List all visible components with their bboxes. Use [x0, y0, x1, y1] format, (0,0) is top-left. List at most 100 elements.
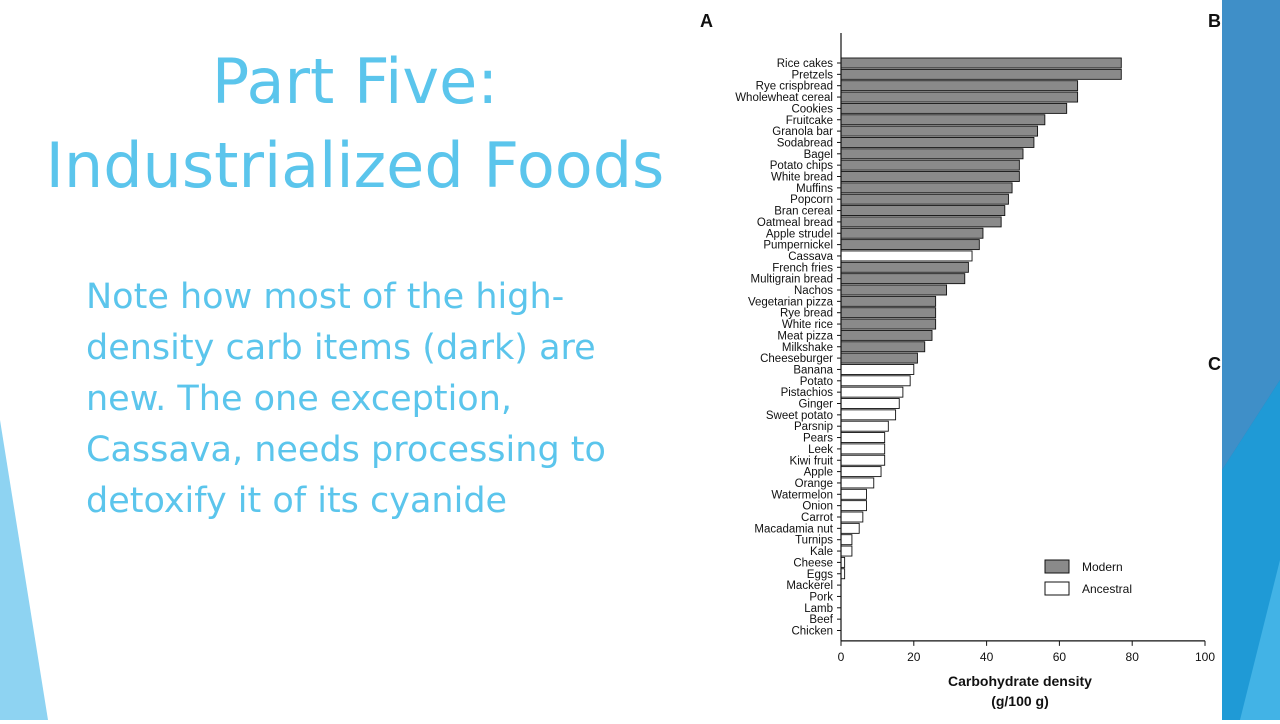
x-tick-label: 100 — [1195, 650, 1215, 664]
category-label: Banana — [793, 364, 833, 376]
category-label: Cheese — [793, 557, 833, 569]
bar-cheeseburger — [840, 352, 918, 364]
category-label: Apple strudel — [766, 228, 833, 240]
bar-granola-bar — [840, 125, 1039, 137]
category-label: Kiwi fruit — [790, 455, 834, 467]
bar-potato — [840, 375, 911, 387]
x-tick-label: 0 — [838, 650, 845, 664]
bar-onion — [840, 500, 867, 512]
bar-cassava — [840, 250, 973, 262]
category-label: Onion — [802, 501, 833, 513]
legend-label-ancestral: Ancestral — [1082, 582, 1132, 596]
bar-wholewheat-cereal — [840, 91, 1079, 103]
category-label: Pistachios — [781, 387, 834, 399]
bar-meat-pizza — [840, 329, 933, 341]
chart-legend: Modern Ancestral — [1044, 559, 1132, 596]
category-label: Beef — [809, 614, 833, 626]
x-tick-label: 60 — [1053, 650, 1067, 664]
slide-title: Part Five: Industrialized Foods — [20, 40, 690, 208]
bar-macadamia-nut — [840, 522, 860, 534]
category-label: Carrot — [801, 512, 834, 524]
category-label: Rye crispbread — [756, 81, 833, 93]
category-label: Rye bread — [780, 308, 833, 320]
panel-label-a: A — [700, 11, 713, 31]
bar-carrot — [840, 511, 864, 523]
category-label: Rice cakes — [777, 58, 833, 70]
x-axis: 0 20 40 60 80 100 — [837, 33, 1215, 664]
category-label: Pumpernickel — [763, 240, 833, 252]
bar-cookies — [840, 102, 1068, 114]
category-label: Lamb — [804, 603, 833, 615]
bars-group — [840, 57, 1122, 580]
category-label: Fruitcake — [786, 115, 833, 127]
bar-bran-cereal — [840, 205, 1006, 217]
bar-orange — [840, 477, 875, 489]
category-label: Cookies — [791, 103, 833, 115]
category-label: Sodabread — [777, 137, 833, 149]
bar-rye-crispbread — [840, 80, 1079, 92]
bar-turnips — [840, 534, 853, 546]
bar-french-fries — [840, 261, 969, 273]
bar-pears — [840, 432, 886, 443]
bar-apple-strudel — [840, 227, 984, 239]
bar-sweet-potato — [840, 409, 897, 421]
category-label: Pears — [803, 433, 833, 445]
bar-fruitcake — [840, 114, 1046, 126]
title-line-2: Industrialized Foods — [45, 129, 665, 202]
category-label: Oatmeal bread — [757, 217, 833, 229]
bar-kiwi-fruit — [840, 454, 886, 466]
chart-figure: A B C Rice cakes Pretzels Rye crispbread Wh… — [690, 0, 1222, 720]
category-label: Sweet potato — [766, 410, 833, 422]
bar-leek — [840, 443, 886, 455]
legend-swatch-modern — [1044, 559, 1070, 574]
bar-potato-chips — [840, 159, 1020, 171]
bar-milkshake — [840, 341, 926, 353]
bar-sodabread — [840, 136, 1035, 148]
category-label: White rice — [782, 319, 833, 331]
bar-pretzels — [840, 68, 1122, 80]
category-label: Cassava — [788, 251, 833, 263]
category-label: Macadamia nut — [754, 523, 833, 535]
bar-white-rice — [840, 318, 937, 330]
x-axis-title: Carbohydrate density — [948, 673, 1092, 689]
category-label: Apple — [804, 467, 833, 479]
bar-watermelon — [840, 488, 867, 500]
category-label: Turnips — [795, 535, 833, 547]
x-axis-unit: (g/100 g) — [991, 693, 1049, 709]
category-label: Ginger — [798, 399, 833, 411]
bar-rye-bread — [840, 307, 937, 319]
panel-label-c: C — [1208, 354, 1221, 374]
title-line-1: Part Five: — [211, 45, 499, 118]
bar-banana — [840, 364, 915, 375]
bar-muffins — [840, 182, 1013, 194]
bar-bagel — [840, 148, 1024, 160]
legend-label-modern: Modern — [1082, 560, 1123, 574]
category-label: Potato chips — [770, 160, 834, 172]
bar-pumpernickel — [840, 239, 980, 251]
category-label: Nachos — [794, 285, 833, 297]
category-label: Mackerel — [786, 580, 833, 592]
category-label: Potato — [800, 376, 833, 388]
category-label: Muffins — [796, 183, 833, 195]
bar-multigrain-bread — [840, 273, 966, 285]
left-decoration — [0, 420, 48, 720]
x-tick-label: 20 — [907, 650, 921, 664]
category-label: Milkshake — [782, 342, 833, 354]
category-label: Chicken — [791, 626, 833, 638]
category-label: French fries — [772, 262, 833, 274]
category-label: Meat pizza — [777, 330, 833, 342]
category-label: Pork — [809, 591, 833, 603]
category-label: Bran cereal — [774, 206, 833, 218]
category-label: White bread — [771, 172, 833, 184]
category-label: Cheeseburger — [760, 353, 833, 365]
category-label: Leek — [808, 444, 833, 456]
category-label: Kale — [810, 546, 833, 558]
bar-ginger — [840, 398, 900, 409]
panel-label-b: B — [1208, 11, 1221, 31]
category-label: Eggs — [807, 569, 833, 581]
category-label: Multigrain bread — [751, 274, 833, 286]
category-label: Watermelon — [771, 489, 833, 501]
bar-pistachios — [840, 386, 904, 398]
category-label: Wholewheat cereal — [735, 92, 833, 104]
